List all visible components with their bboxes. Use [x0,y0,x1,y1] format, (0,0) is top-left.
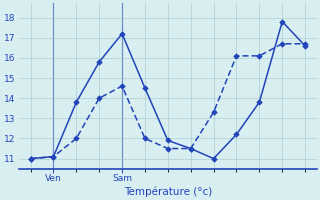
X-axis label: Température (°c): Température (°c) [124,186,212,197]
